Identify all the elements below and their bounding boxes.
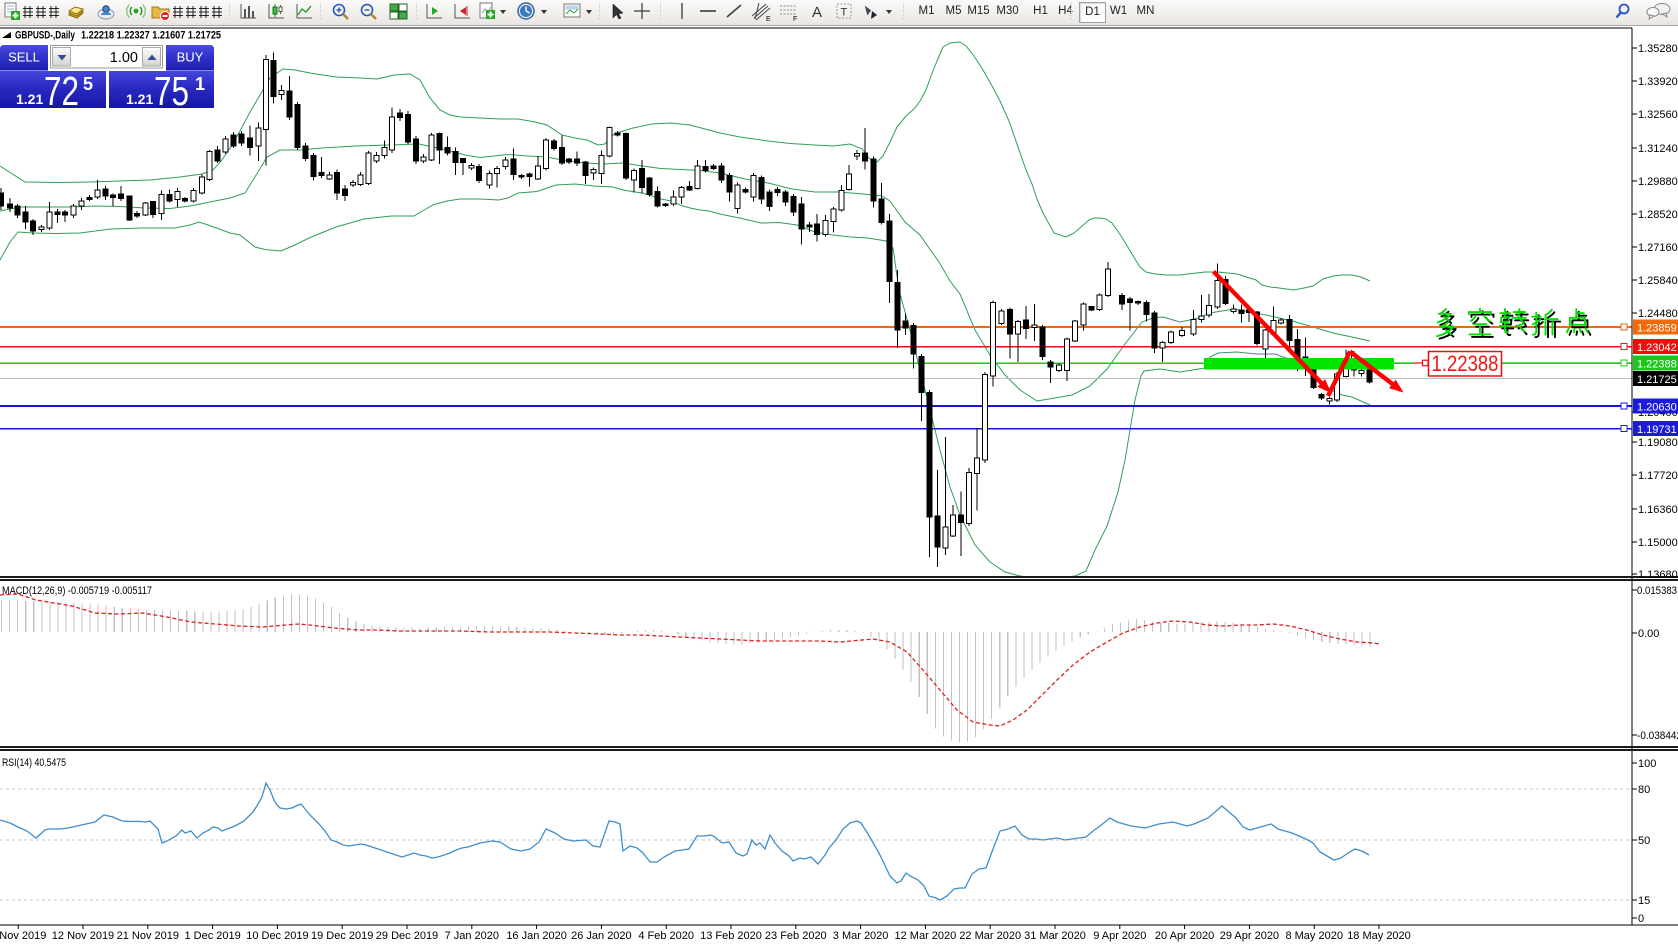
svg-text:1.21: 1.21 bbox=[126, 91, 153, 107]
svg-text:F: F bbox=[793, 16, 797, 23]
svg-text:BUY: BUY bbox=[177, 50, 204, 65]
svg-text:1.29880: 1.29880 bbox=[1638, 176, 1678, 188]
svg-text:15: 15 bbox=[1638, 895, 1650, 907]
svg-text:1.33920: 1.33920 bbox=[1638, 76, 1678, 88]
svg-text:1.19731: 1.19731 bbox=[1637, 424, 1677, 436]
svg-text:21 Nov 2019: 21 Nov 2019 bbox=[117, 930, 179, 942]
svg-text:GBPUSD-,Daily: GBPUSD-,Daily bbox=[15, 30, 76, 42]
svg-text:A: A bbox=[812, 4, 822, 21]
svg-text:1.16360: 1.16360 bbox=[1638, 504, 1678, 516]
svg-text:1.28520: 1.28520 bbox=[1638, 209, 1678, 221]
svg-text:50: 50 bbox=[1638, 835, 1650, 847]
svg-text:1 Dec 2019: 1 Dec 2019 bbox=[184, 930, 240, 942]
svg-text:1.20630: 1.20630 bbox=[1637, 402, 1677, 414]
svg-text:0: 0 bbox=[1638, 913, 1644, 925]
svg-text:MACD(12,26,9) -0.005719 -0.005: MACD(12,26,9) -0.005719 -0.005117 bbox=[2, 585, 152, 597]
svg-text:5: 5 bbox=[83, 74, 93, 94]
svg-text:0.00: 0.00 bbox=[1638, 628, 1659, 640]
svg-text:1.15000: 1.15000 bbox=[1638, 537, 1678, 549]
svg-text:0.015383: 0.015383 bbox=[1637, 585, 1677, 597]
svg-text:16 Jan 2020: 16 Jan 2020 bbox=[506, 930, 567, 942]
svg-text:9 Apr 2020: 9 Apr 2020 bbox=[1093, 930, 1146, 942]
svg-text:31 Mar 2020: 31 Mar 2020 bbox=[1024, 930, 1086, 942]
svg-text:20 Apr 2020: 20 Apr 2020 bbox=[1155, 930, 1214, 942]
svg-text:1.22388: 1.22388 bbox=[1432, 351, 1499, 376]
svg-text:13 Feb 2020: 13 Feb 2020 bbox=[700, 930, 762, 942]
svg-text:72: 72 bbox=[44, 68, 79, 109]
svg-text:4 Nov 2019: 4 Nov 2019 bbox=[0, 930, 46, 942]
svg-text:3 Mar 2020: 3 Mar 2020 bbox=[833, 930, 889, 942]
svg-text:1.21: 1.21 bbox=[16, 91, 43, 107]
svg-text:18 May 2020: 18 May 2020 bbox=[1347, 930, 1411, 942]
svg-text:RSI(14) 40.5475: RSI(14) 40.5475 bbox=[2, 757, 66, 769]
svg-text:10 Dec 2019: 10 Dec 2019 bbox=[246, 930, 308, 942]
svg-text:29 Apr 2020: 29 Apr 2020 bbox=[1220, 930, 1279, 942]
svg-text:1.25840: 1.25840 bbox=[1638, 275, 1678, 287]
svg-text:1.21725: 1.21725 bbox=[1637, 374, 1677, 386]
svg-text:1.27160: 1.27160 bbox=[1638, 242, 1678, 254]
svg-text:22 Mar 2020: 22 Mar 2020 bbox=[959, 930, 1021, 942]
svg-text:12 Mar 2020: 12 Mar 2020 bbox=[895, 930, 957, 942]
svg-text:75: 75 bbox=[154, 68, 189, 109]
svg-text:100: 100 bbox=[1638, 758, 1656, 770]
svg-text:1.35280: 1.35280 bbox=[1638, 43, 1678, 55]
svg-text:80: 80 bbox=[1638, 784, 1650, 796]
svg-text:26 Jan 2020: 26 Jan 2020 bbox=[571, 930, 632, 942]
svg-text:4 Feb 2020: 4 Feb 2020 bbox=[638, 930, 694, 942]
svg-text:1.22388: 1.22388 bbox=[1637, 359, 1677, 371]
svg-text:-0.038442: -0.038442 bbox=[1637, 730, 1678, 742]
svg-text:1: 1 bbox=[195, 74, 205, 94]
svg-text:12 Nov 2019: 12 Nov 2019 bbox=[52, 930, 114, 942]
svg-text:1.24480: 1.24480 bbox=[1638, 308, 1678, 320]
svg-text:1.31240: 1.31240 bbox=[1638, 143, 1678, 155]
svg-text:1.32560: 1.32560 bbox=[1638, 109, 1678, 121]
svg-text:1.17720: 1.17720 bbox=[1638, 470, 1678, 482]
svg-text:1.19080: 1.19080 bbox=[1638, 437, 1678, 449]
svg-text:SELL: SELL bbox=[8, 50, 40, 65]
svg-text:1.22218 1.22327 1.21607 1.2172: 1.22218 1.22327 1.21607 1.21725 bbox=[81, 30, 221, 42]
svg-text:19 Dec 2019: 19 Dec 2019 bbox=[311, 930, 373, 942]
svg-text:29 Dec 2019: 29 Dec 2019 bbox=[376, 930, 438, 942]
svg-text:7 Jan 2020: 7 Jan 2020 bbox=[445, 930, 499, 942]
svg-text:1.23042: 1.23042 bbox=[1637, 342, 1677, 354]
svg-text:8 May 2020: 8 May 2020 bbox=[1285, 930, 1342, 942]
svg-text:1.23859: 1.23859 bbox=[1637, 323, 1677, 335]
svg-text:E: E bbox=[766, 16, 771, 23]
svg-text:1.00: 1.00 bbox=[110, 50, 138, 66]
svg-text:1.13680: 1.13680 bbox=[1638, 569, 1678, 581]
svg-text:23 Feb 2020: 23 Feb 2020 bbox=[765, 930, 827, 942]
svg-text:T: T bbox=[841, 7, 848, 19]
